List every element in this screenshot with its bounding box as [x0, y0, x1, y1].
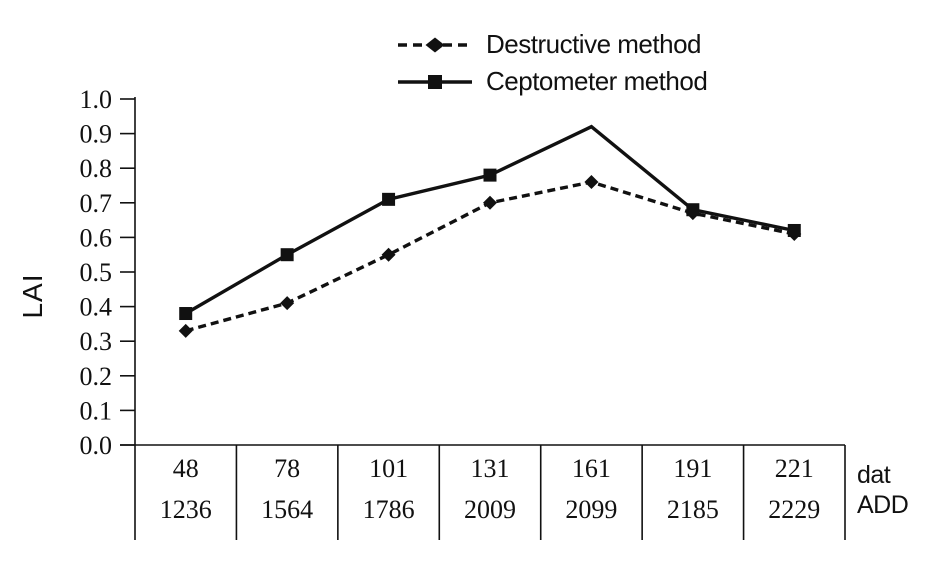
marker-diamond-destructive — [483, 195, 497, 210]
x-value-add: 2009 — [464, 495, 516, 524]
x-value-dat: 191 — [673, 454, 712, 483]
y-tick-label: 0.8 — [80, 154, 113, 183]
marker-diamond-destructive — [178, 323, 193, 338]
x-value-add: 1236 — [160, 495, 212, 524]
x-value-add: 1564 — [261, 495, 313, 524]
y-tick-label: 0.1 — [80, 396, 113, 425]
y-tick-label: 0.0 — [80, 431, 113, 460]
series-line-ceptometer — [184, 124, 795, 315]
marker-square-ceptometer — [787, 223, 801, 237]
x-value-add: 2185 — [667, 495, 719, 524]
x-axis-row-label-dat: dat — [857, 461, 891, 489]
x-value-add: 2099 — [565, 495, 617, 524]
solid-line-square-marker-icon — [398, 74, 472, 89]
marker-square-ceptometer — [686, 203, 700, 217]
marker-square-ceptometer — [483, 168, 497, 182]
legend-item-ceptometer: Ceptometer method — [396, 63, 708, 100]
x-axis-row-label-add: ADD — [857, 491, 909, 519]
x-value-dat: 161 — [572, 454, 611, 483]
marker-square-ceptometer — [179, 307, 193, 321]
legend: Destructive method Ceptometer method — [396, 26, 708, 100]
legend-label-ceptometer: Ceptometer method — [486, 66, 708, 96]
x-value-add: 2229 — [768, 495, 820, 524]
y-tick-label: 0.3 — [80, 327, 113, 356]
marker-diamond-destructive — [381, 247, 396, 262]
legend-label-destructive: Destructive method — [486, 29, 701, 59]
y-tick-label: 0.6 — [80, 223, 113, 252]
y-tick-label: 1.0 — [80, 85, 113, 114]
marker-diamond-destructive — [584, 175, 599, 190]
x-value-add: 1786 — [363, 495, 415, 524]
y-axis-title: LAI — [17, 273, 48, 319]
x-value-dat: 131 — [471, 454, 510, 483]
marker-diamond-destructive — [280, 296, 295, 311]
x-value-dat: 48 — [173, 454, 199, 483]
y-tick-label: 0.2 — [80, 362, 113, 391]
dashed-line-diamond-marker-icon — [398, 37, 472, 52]
marker-square-ceptometer — [382, 192, 396, 206]
y-tick-label: 0.7 — [80, 189, 113, 218]
x-value-dat: 221 — [775, 454, 814, 483]
x-value-dat: 101 — [369, 454, 408, 483]
y-tick-label: 0.9 — [80, 120, 113, 149]
y-tick-label: 0.4 — [80, 293, 113, 322]
marker-square-ceptometer — [280, 248, 294, 262]
legend-item-destructive: Destructive method — [396, 26, 707, 63]
x-value-dat: 78 — [274, 454, 300, 483]
y-tick-label: 0.5 — [80, 258, 113, 287]
